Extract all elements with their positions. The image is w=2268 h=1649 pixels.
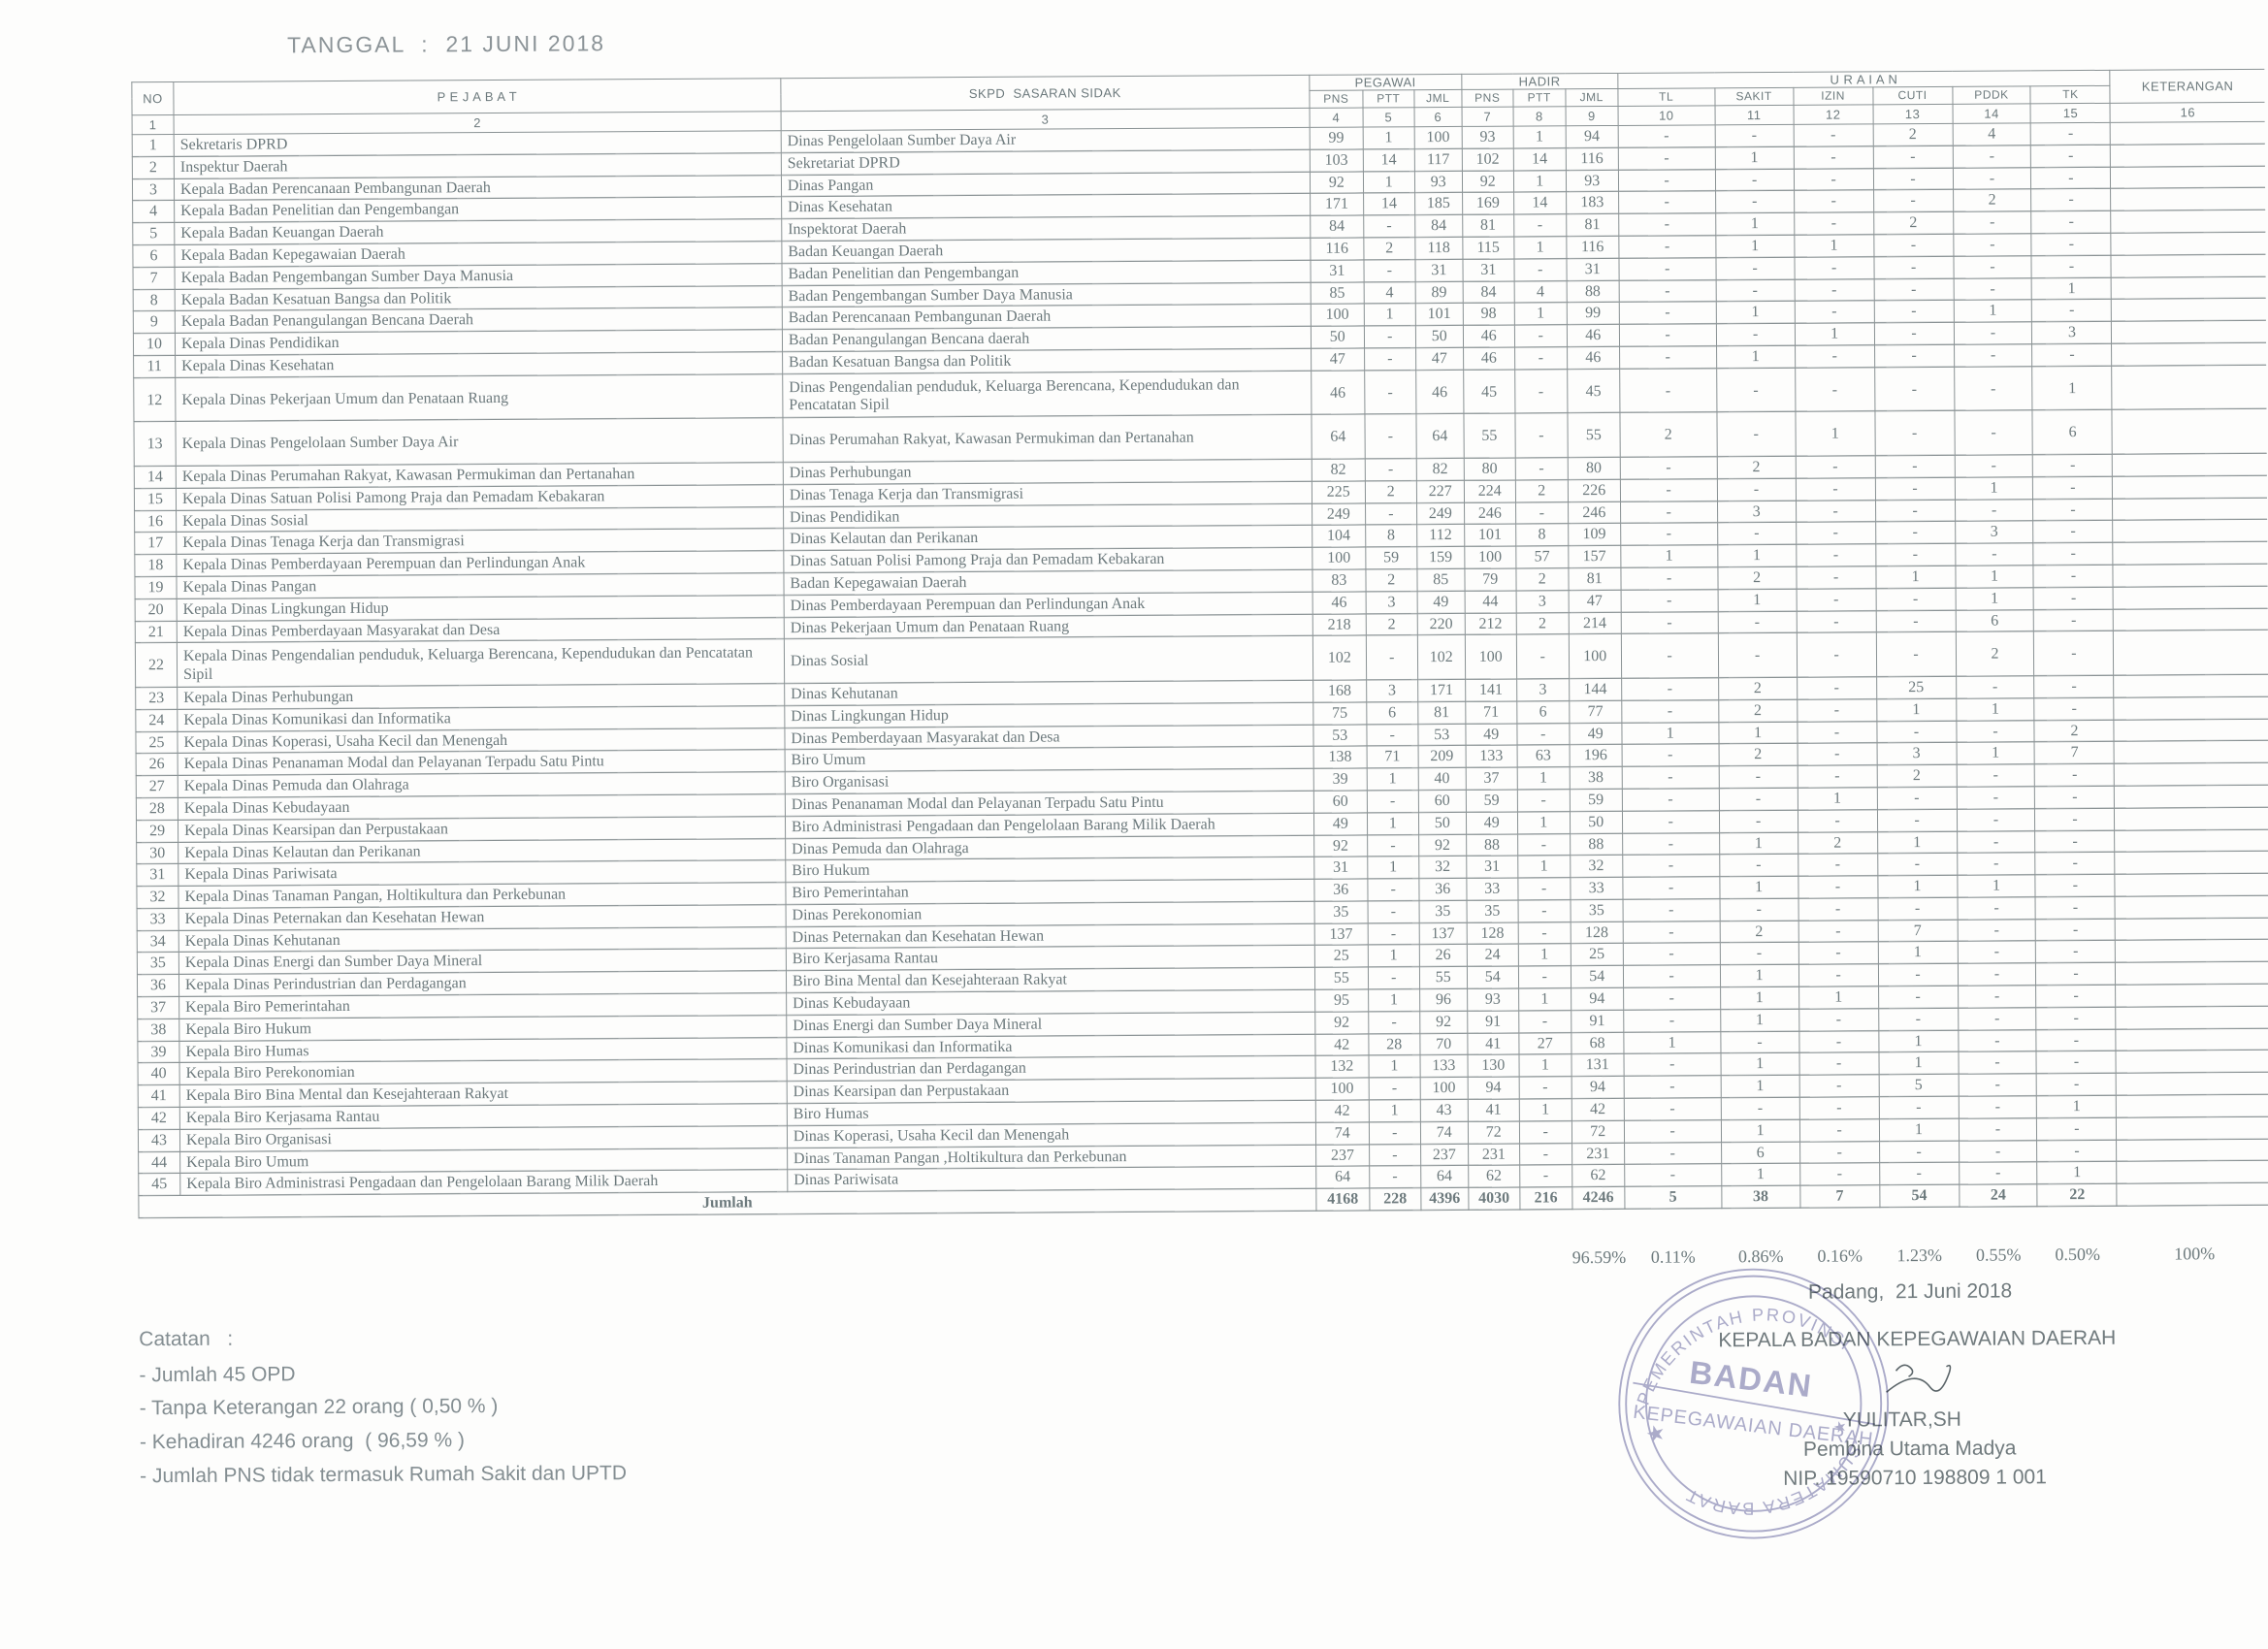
svg-text:BADAN: BADAN bbox=[1688, 1354, 1815, 1404]
